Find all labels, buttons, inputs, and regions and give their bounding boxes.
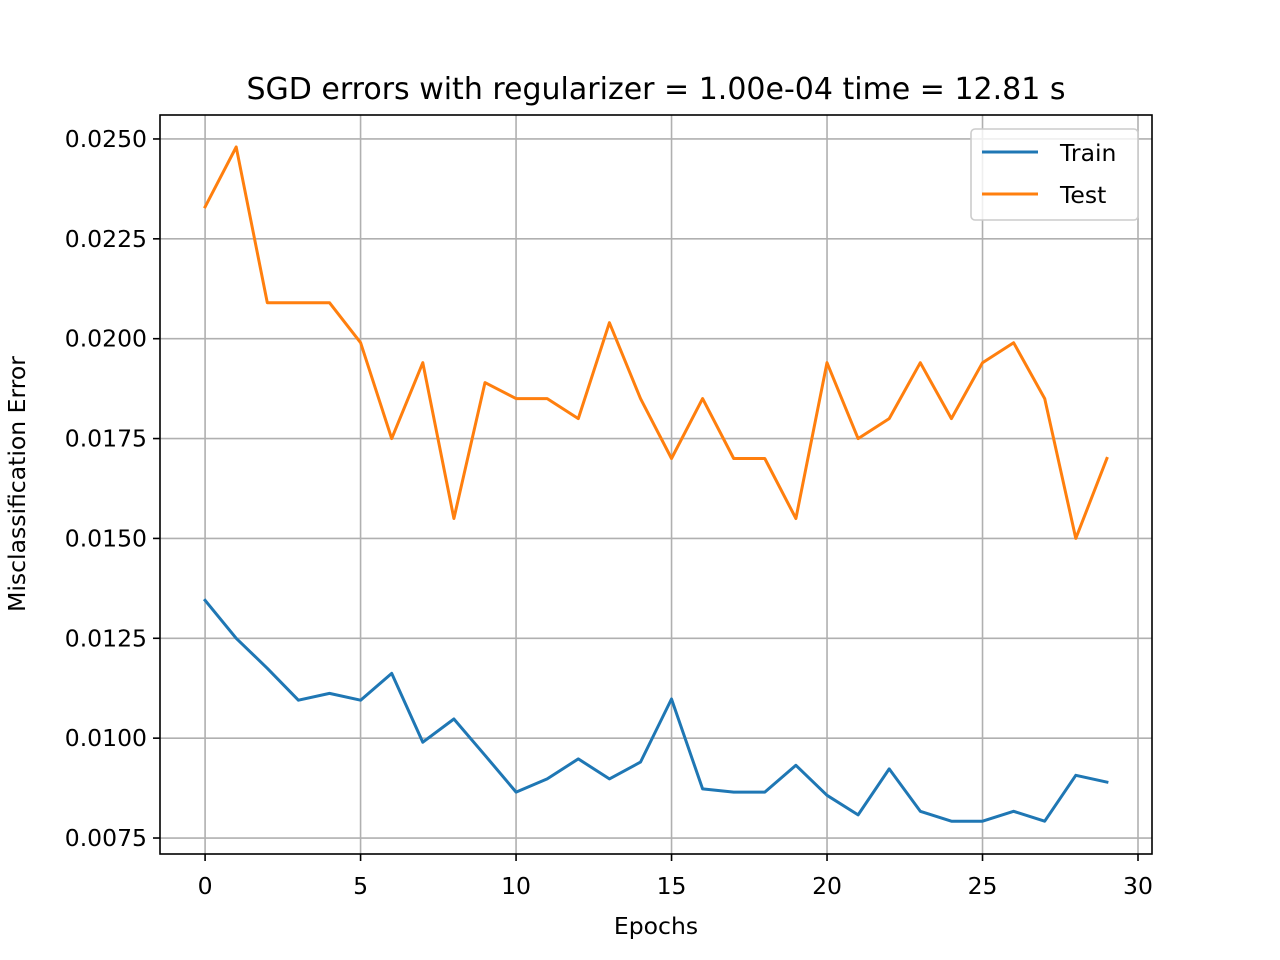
y-tick-label: 0.0100	[65, 724, 147, 752]
x-tick-label: 20	[812, 872, 842, 900]
axis-ticks: 0 5 10 15 20 25 30 0.0075 0.0100 0.0125 0.0150 0.01…	[65, 125, 1153, 900]
y-tick-label: 0.0075	[65, 824, 147, 852]
grid-lines	[160, 115, 1152, 854]
x-tick-label: 30	[1123, 872, 1153, 900]
x-tick-label: 10	[501, 872, 531, 900]
series-line-test	[203, 145, 1109, 540]
x-tick-label: 25	[968, 872, 998, 900]
x-tick-label: 0	[198, 872, 213, 900]
plot-frame	[159, 114, 1153, 855]
x-axis-label: Epochs	[614, 912, 698, 940]
legend: Train Test	[970, 128, 1139, 221]
chart-title: SGD errors with regularizer = 1.00e-04 t…	[246, 72, 1065, 107]
y-tick-label: 0.0175	[65, 425, 147, 453]
y-tick-label: 0.0150	[65, 524, 147, 552]
y-axis-label: Misclassification Error	[3, 356, 31, 612]
y-tick-label: 0.0200	[65, 325, 147, 353]
series-line-train	[202, 598, 1109, 823]
series-lines	[202, 145, 1109, 823]
x-tick-label: 15	[657, 872, 687, 900]
y-tick-label: 0.0125	[65, 624, 147, 652]
y-tick-label: 0.0225	[65, 225, 147, 253]
legend-label-train: Train	[1059, 139, 1116, 167]
x-tick-label: 5	[353, 872, 368, 900]
y-tick-label: 0.0250	[65, 125, 147, 153]
legend-label-test: Test	[1059, 181, 1106, 209]
